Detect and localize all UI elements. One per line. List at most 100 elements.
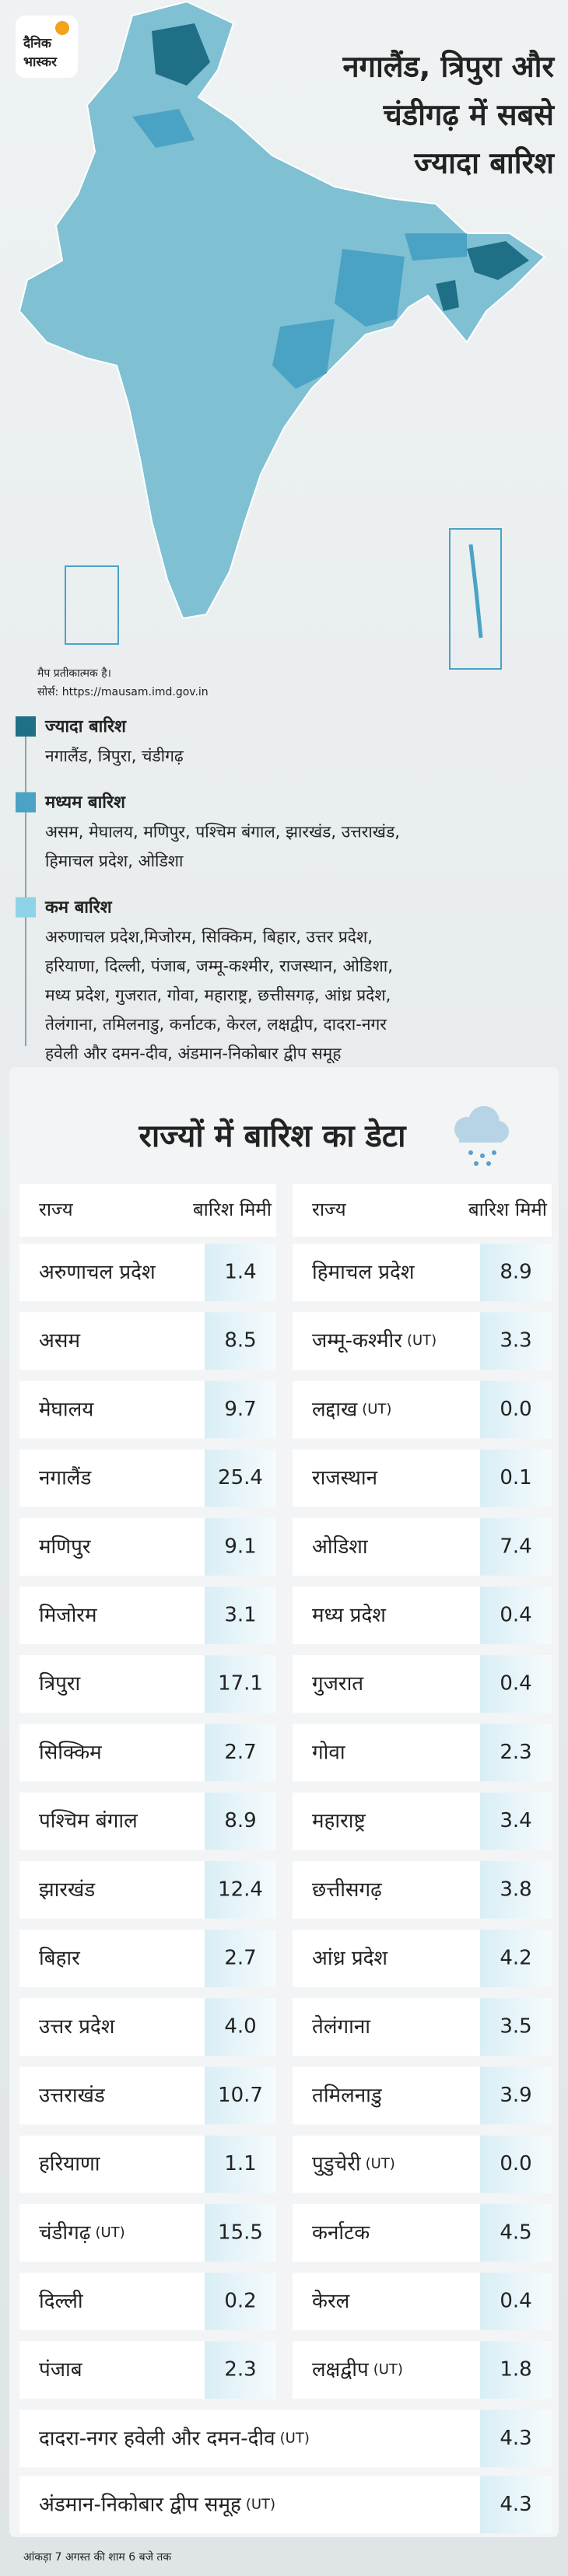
region-medium <box>272 319 335 389</box>
value-cell <box>480 1930 552 1987</box>
value-cell <box>205 1449 276 1507</box>
rain-value: 12.4 <box>218 1878 263 1901</box>
state-name: उत्तर प्रदेश <box>39 2014 116 2039</box>
state: तेलंगाना <box>312 2014 371 2039</box>
region-medium <box>132 109 195 148</box>
header: बारिश मिमी <box>468 1199 548 1220</box>
state: नगालैंड <box>39 1465 92 1489</box>
legend-text: असम, मेघालय, मणिपुर, पश्चिम बंगाल, झारखं… <box>45 823 400 842</box>
state: गुजरात <box>312 1672 364 1696</box>
state-name: महाराष्ट्र <box>312 1809 366 1832</box>
state-name: गोवा <box>312 1740 346 1764</box>
value-cell <box>205 1930 276 1987</box>
legend-swatch <box>16 792 36 813</box>
value-cell <box>205 1998 276 2056</box>
rain-value: 3.9 <box>500 2084 531 2107</box>
title: नगालैंड, त्रिपुरा और <box>342 50 555 86</box>
value-cell <box>205 2341 276 2399</box>
rain-value: 4.0 <box>224 2015 256 2039</box>
state-name: लद्दाख (UT) <box>312 1398 391 1421</box>
state: उत्तराखंड <box>39 2084 106 2107</box>
rain-value: 7.4 <box>500 1535 531 1558</box>
legend-title: मध्यम बारिश <box>44 792 126 813</box>
state-name: गुजरात <box>312 1672 364 1696</box>
header: राज्य <box>312 1199 347 1220</box>
legend-text: नगालैंड, त्रिपुरा, चंडीगढ़ <box>45 747 184 766</box>
rain-value: 8.5 <box>224 1329 256 1353</box>
state-name: उत्तराखंड <box>39 2084 106 2107</box>
state-name: तमिलनाडु <box>312 2083 383 2107</box>
state: पुडुचेरी <box>312 2151 362 2175</box>
ut-tag: (UT) <box>362 1401 391 1417</box>
rain-value: 0.4 <box>500 1672 531 1696</box>
value-cell <box>480 1381 552 1439</box>
state: अंडमान-निकोबार द्वीप समूह <box>39 2492 242 2517</box>
value-cell <box>480 2203 552 2262</box>
state-name: आंध्र प्रदेश <box>312 1946 388 1970</box>
ut-tag: (UT) <box>407 1332 437 1349</box>
state-name: मेघालय <box>39 1397 94 1421</box>
state-name: केरल <box>312 2289 350 2313</box>
state-name: नगालैंड <box>39 1465 92 1489</box>
state: बिहार <box>39 1946 81 1970</box>
value-cell <box>480 1655 552 1713</box>
state: झारखंड <box>39 1878 96 1901</box>
state-name: जम्मू-कश्मीर (UT) <box>312 1328 437 1353</box>
ut-tag: (UT) <box>366 2156 395 2172</box>
state: मेघालय <box>39 1397 94 1421</box>
state: राजस्थान <box>312 1466 378 1489</box>
islands <box>468 544 483 639</box>
island-box <box>65 565 119 645</box>
state-name: हिमाचल प्रदेश <box>312 1260 415 1284</box>
value-cell <box>480 1312 552 1370</box>
state-name: बिहार <box>39 1946 81 1970</box>
rain-value: 2.3 <box>224 2358 256 2382</box>
value-cell <box>480 2410 552 2468</box>
state-name: असम <box>39 1329 80 1353</box>
state: मध्य प्रदेश <box>312 1603 387 1627</box>
rain-value: 0.0 <box>500 1398 531 1421</box>
state-name: त्रिपुरा <box>39 1671 81 1696</box>
value-cell <box>205 1587 276 1644</box>
state: ओडिशा <box>312 1534 369 1558</box>
row-cell <box>19 2410 552 2468</box>
value-cell <box>205 2135 276 2193</box>
footer: आंकड़ा 7 अगस्त की शाम 6 बजे तक <box>23 2550 171 2564</box>
state: जम्मू-कश्मीर <box>312 1328 403 1353</box>
value-cell <box>205 1860 276 1919</box>
rain-value: 4.2 <box>500 1947 531 1970</box>
map <box>18 0 546 670</box>
state-name: चंडीगढ़ (UT) <box>39 2220 125 2244</box>
state: तमिलनाडु <box>312 2083 383 2107</box>
region-dark <box>436 280 459 311</box>
rain-value: 0.4 <box>500 1604 531 1627</box>
value-cell <box>205 1792 276 1850</box>
state-name: कर्नाटक <box>312 2220 370 2244</box>
value-cell <box>480 2476 552 2534</box>
rain-value: 25.4 <box>218 1466 263 1489</box>
header-cell <box>19 1184 276 1237</box>
value-cell <box>205 1244 276 1301</box>
island-box <box>449 528 502 670</box>
state: दिल्ली <box>39 2289 84 2313</box>
legend-text: अरुणाचल प्रदेश,मिजोरम, सिक्किम, बिहार, उ… <box>45 928 373 947</box>
rain-value: 3.1 <box>224 1604 256 1627</box>
map-note: मैप प्रतीकात्मक है। <box>37 667 111 680</box>
state-name: मणिपुर <box>39 1534 92 1558</box>
rain-value: 15.5 <box>218 2221 263 2244</box>
logo-text: दैनिक <box>23 35 52 51</box>
rain-value: 2.7 <box>224 1741 256 1764</box>
state: मिजोरम <box>39 1603 97 1627</box>
state: केरल <box>312 2289 350 2313</box>
rain-value: 0.4 <box>500 2290 531 2313</box>
rain-value: 9.1 <box>224 1535 256 1558</box>
state-name: लक्षद्वीप (UT) <box>312 2357 403 2382</box>
logo-sun <box>55 21 69 35</box>
value-cell <box>480 1449 552 1507</box>
value-cell <box>205 1655 276 1713</box>
state: मणिपुर <box>39 1534 92 1558</box>
value-cell <box>480 1587 552 1644</box>
rain-value: 3.8 <box>500 1878 531 1901</box>
state: पंजाब <box>39 2358 83 2382</box>
